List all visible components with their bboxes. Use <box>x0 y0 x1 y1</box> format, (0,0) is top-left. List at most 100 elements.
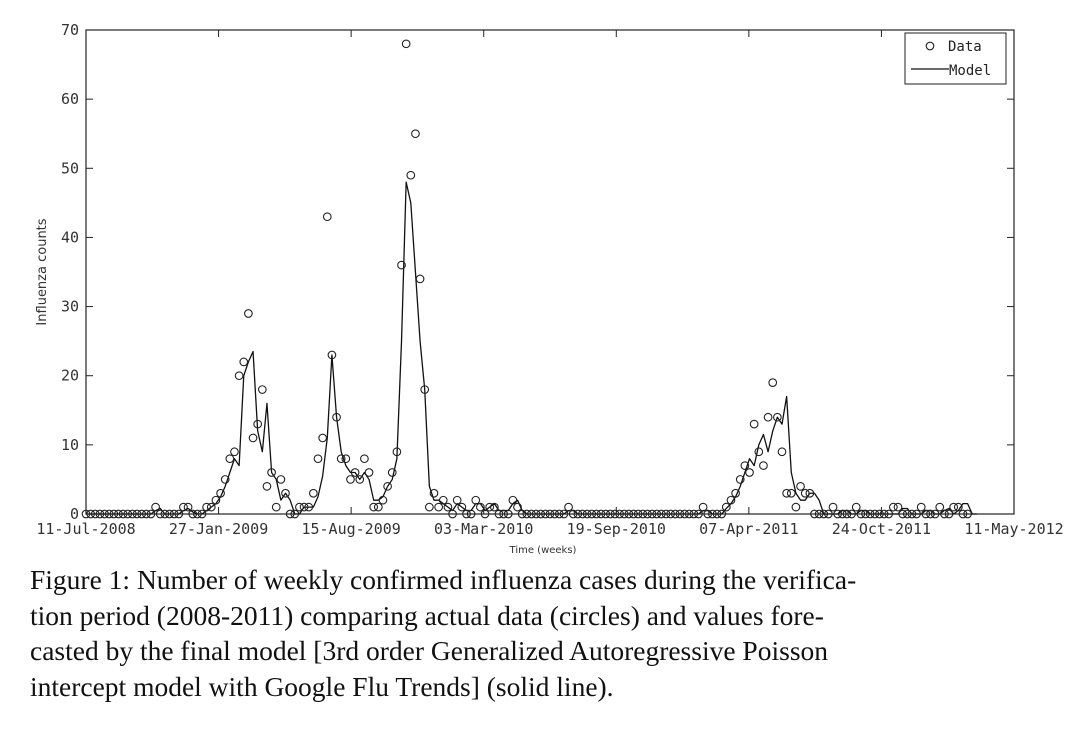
data-point <box>489 502 499 512</box>
data-point <box>689 509 699 519</box>
x-tick-label: 03-Mar-2010 <box>434 520 533 538</box>
data-point <box>109 509 119 519</box>
data-point <box>541 509 550 519</box>
data-point <box>128 509 137 519</box>
data-point <box>763 412 773 422</box>
data-point <box>582 509 592 519</box>
data-point <box>745 468 754 477</box>
x-tick-label: 19-Sep-2010 <box>567 520 666 538</box>
data-point <box>123 509 133 519</box>
data-point <box>114 509 123 519</box>
data-point <box>647 509 657 519</box>
data-point <box>360 454 369 464</box>
data-point <box>643 509 652 519</box>
data-point <box>940 509 949 519</box>
data-point <box>800 488 810 498</box>
data-point <box>318 433 327 443</box>
data-point <box>837 509 847 519</box>
data-point <box>926 509 935 519</box>
data-point <box>889 502 898 512</box>
data-point <box>225 454 235 464</box>
data-point <box>884 509 894 519</box>
data-point <box>146 509 156 519</box>
data-point <box>870 509 880 519</box>
y-tick-label: 40 <box>61 228 79 246</box>
y-tick-label: 10 <box>61 436 79 454</box>
data-point <box>735 475 745 484</box>
data-point <box>346 475 355 484</box>
data-point <box>527 509 536 519</box>
legend-box <box>904 32 1007 85</box>
data-point <box>508 495 518 505</box>
data-point <box>257 385 267 394</box>
y-tick-label: 20 <box>61 367 79 385</box>
data-point <box>791 502 801 512</box>
data-point <box>341 454 351 464</box>
data-point <box>652 509 662 519</box>
data-point <box>893 502 903 512</box>
data-point <box>206 502 216 512</box>
plot-border <box>85 29 1015 515</box>
data-point <box>708 509 717 519</box>
data-point <box>568 509 578 519</box>
data-point <box>610 509 620 519</box>
data-point <box>165 509 174 519</box>
data-point <box>494 509 504 519</box>
data-point <box>717 509 727 519</box>
data-point <box>796 481 805 491</box>
data-point <box>262 481 272 491</box>
x-tick-label: 15-Aug-2009 <box>301 520 400 538</box>
data-point <box>132 509 142 519</box>
data-point <box>638 509 648 519</box>
data-point <box>554 509 564 519</box>
x-tick-label: 07-Apr-2011 <box>699 520 798 538</box>
data-point <box>253 419 263 429</box>
data-point <box>902 509 912 519</box>
data-point <box>587 509 597 519</box>
data-point <box>833 509 843 519</box>
data-point <box>879 509 889 519</box>
data-point <box>90 509 100 519</box>
data-point <box>434 502 443 512</box>
y-tick-label: 60 <box>61 90 79 108</box>
data-point <box>369 502 379 512</box>
data-point <box>211 495 221 505</box>
data-point <box>299 502 309 512</box>
x-tick-label: 27-Jan-2009 <box>169 520 268 538</box>
data-point <box>782 488 791 498</box>
data-point <box>559 509 569 519</box>
y-axis-title: Influenza counts <box>35 218 50 325</box>
data-point <box>411 129 420 139</box>
data-point <box>842 509 852 519</box>
caption-line-2: tion period (2008-2011) comparing actual… <box>30 599 824 631</box>
data-point <box>271 502 281 512</box>
data-point <box>513 502 522 512</box>
data-point <box>383 481 392 491</box>
data-point <box>471 495 481 505</box>
data-point <box>448 509 457 519</box>
data-point <box>397 260 406 270</box>
data-point <box>438 495 448 505</box>
y-tick-label: 0 <box>70 505 79 523</box>
data-point <box>230 447 239 457</box>
data-point <box>193 509 202 519</box>
data-point <box>322 212 332 222</box>
data-point <box>963 509 972 519</box>
data-point <box>327 350 337 360</box>
data-point <box>749 419 759 429</box>
data-point <box>86 509 95 519</box>
data-point <box>657 509 666 519</box>
data-point <box>731 488 740 498</box>
data-point <box>503 509 513 519</box>
data-point <box>944 509 954 519</box>
data-point <box>578 509 587 519</box>
data-point <box>406 170 416 180</box>
data-point <box>429 488 439 498</box>
y-tick-label: 70 <box>61 21 79 39</box>
data-point <box>670 509 680 519</box>
data-point <box>898 509 907 519</box>
data-point <box>155 509 165 519</box>
data-point <box>912 509 921 519</box>
x-axis-title: Time (weeks) <box>509 545 577 556</box>
